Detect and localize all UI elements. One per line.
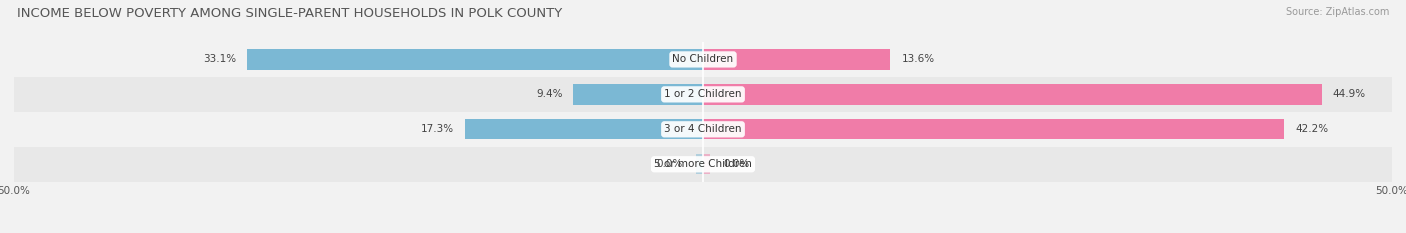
Bar [574,84,703,105]
Text: 13.6%: 13.6% [901,55,935,64]
Text: 1 or 2 Children: 1 or 2 Children [664,89,742,99]
Bar [14,147,1392,182]
Bar [703,49,890,69]
Text: 33.1%: 33.1% [202,55,236,64]
Text: 0.0%: 0.0% [724,159,749,169]
Bar [703,84,1322,105]
Bar [14,42,1392,77]
Bar [464,119,703,139]
Bar [247,49,703,69]
Bar [696,154,703,174]
Text: 5 or more Children: 5 or more Children [654,159,752,169]
Text: 17.3%: 17.3% [420,124,454,134]
Text: 42.2%: 42.2% [1295,124,1329,134]
Bar [703,154,710,174]
Bar [14,112,1392,147]
Text: 44.9%: 44.9% [1333,89,1365,99]
Legend: Single Father, Single Mother: Single Father, Single Mother [602,230,804,233]
Text: 3 or 4 Children: 3 or 4 Children [664,124,742,134]
Text: 9.4%: 9.4% [536,89,562,99]
Bar [14,77,1392,112]
Text: 0.0%: 0.0% [657,159,682,169]
Bar [703,119,1285,139]
Text: Source: ZipAtlas.com: Source: ZipAtlas.com [1285,7,1389,17]
Text: INCOME BELOW POVERTY AMONG SINGLE-PARENT HOUSEHOLDS IN POLK COUNTY: INCOME BELOW POVERTY AMONG SINGLE-PARENT… [17,7,562,20]
Text: No Children: No Children [672,55,734,64]
